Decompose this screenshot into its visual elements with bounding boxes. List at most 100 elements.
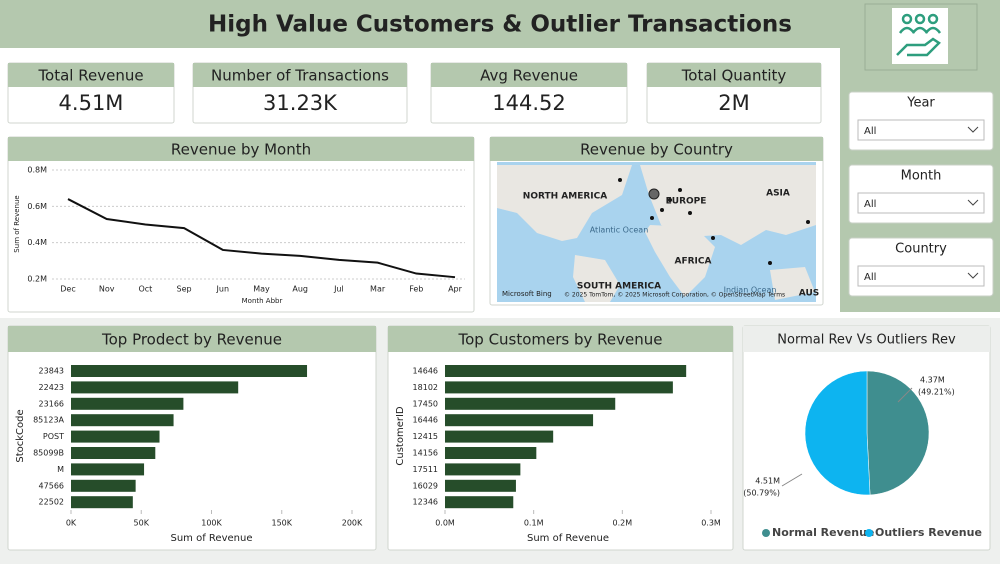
map-label: Indian Ocean [724, 286, 777, 295]
slicer-label: Year [906, 96, 935, 111]
x-tick-label: Apr [448, 285, 463, 294]
slicer-value: All [864, 199, 876, 210]
x-tick-label: Aug [292, 285, 308, 294]
x-tick-label: 0.3M [701, 519, 721, 528]
map-graphic [497, 162, 816, 302]
bar [71, 365, 308, 377]
x-tick-label: 0.1M [524, 519, 544, 528]
slicer-label: Month [901, 169, 942, 184]
y-tick-label: 0.6M [27, 202, 47, 211]
y-tick-label: 47566 [39, 481, 64, 490]
x-tick-label: 100K [201, 519, 222, 528]
y-tick-label: 22502 [39, 498, 64, 507]
leader-line [897, 387, 913, 403]
x-tick-label: Jun [216, 285, 230, 294]
map-label: EUROPE [666, 197, 707, 207]
slicer-dropdown[interactable] [857, 119, 985, 141]
kpi-value: 31.23K [263, 91, 338, 115]
card [7, 136, 475, 313]
y-tick-label: M [57, 465, 64, 474]
slicer-label: Country [895, 242, 947, 257]
bar [71, 463, 145, 476]
chevron [967, 199, 979, 206]
card-title: Total Quantity [681, 67, 787, 85]
y-tick-label: 17511 [413, 465, 438, 474]
bar [445, 397, 616, 410]
card-title: Number of Transactions [211, 67, 389, 85]
map-label: SOUTH AMERICA [577, 282, 661, 292]
y-tick-label: 14156 [413, 449, 438, 458]
card [387, 325, 734, 551]
slicer-dropdown[interactable] [857, 265, 985, 287]
y-tick-label: 16029 [413, 481, 438, 490]
x-tick-label: Mar [370, 285, 386, 294]
bar [445, 381, 673, 394]
y-axis-label: Sum of Revenue [13, 195, 21, 252]
card-title: Top Prodect by Revenue [101, 331, 282, 349]
pie-slice [866, 370, 930, 496]
card-title: Revenue by Month [171, 141, 311, 159]
x-axis-label: Sum of Revenue [527, 533, 609, 544]
percent-label: (49.21%) [918, 388, 955, 397]
slicer-value: All [864, 272, 876, 283]
chevron [967, 272, 979, 279]
bar [71, 447, 156, 459]
legend-swatch [865, 529, 873, 537]
logo-icon [896, 13, 942, 57]
x-tick-label: Oct [138, 285, 152, 294]
x-tick-label: Dec [60, 285, 75, 294]
map-label: AUS [799, 289, 819, 299]
kpi-value: 4.51M [59, 91, 124, 115]
card-title: Normal Rev Vs Outliers Rev [777, 333, 956, 348]
y-tick-label: 14646 [413, 367, 438, 376]
y-axis-label: CustomerID [395, 406, 406, 466]
bar [445, 463, 521, 476]
kpi-value: 2M [718, 91, 749, 115]
y-tick-label: 23166 [39, 399, 64, 408]
y-tick-label: 0.4M [27, 238, 47, 247]
y-axis-label: StockCode [15, 409, 26, 462]
x-axis-label: Month Abbr [242, 297, 283, 305]
data-label: 4.51M [755, 477, 780, 486]
map-label: ASIA [766, 189, 790, 199]
dashboard-title: High Value Customers & Outlier Transacti… [208, 12, 792, 38]
card-header [490, 137, 823, 161]
slicer-value: All [864, 126, 876, 137]
title-band [0, 0, 840, 48]
map-label: AFRICA [675, 257, 712, 267]
x-tick-label: 0.0M [435, 519, 455, 528]
map-brand: Microsoft Bing [502, 290, 552, 298]
bar [71, 430, 160, 443]
x-axis-label: Sum of Revenue [171, 533, 253, 544]
leader-line [781, 473, 803, 487]
card-header [647, 63, 821, 87]
card-header [388, 326, 733, 352]
data-label: 4.37M [920, 376, 945, 385]
card-title: Revenue by Country [580, 141, 733, 159]
bar [445, 365, 687, 377]
x-tick-label: Nov [99, 285, 115, 294]
bar [445, 447, 537, 459]
bar [71, 381, 239, 394]
y-tick-label: 12415 [413, 432, 438, 441]
kpi-value: 144.52 [492, 91, 565, 115]
map-attribution: © 2025 TomTom, © 2025 Microsoft Corporat… [564, 292, 785, 299]
card-header [8, 326, 376, 352]
bar [71, 397, 184, 410]
map-label: Atlantic Ocean [590, 226, 649, 235]
legend-label: Outliers Revenue [875, 526, 982, 539]
percent-label: (50.79%) [743, 489, 780, 498]
y-tick-label: 0.8M [27, 166, 47, 175]
card-title: Avg Revenue [480, 67, 578, 85]
x-tick-label: Feb [409, 285, 423, 294]
card-header [8, 63, 174, 87]
y-tick-label: 17450 [413, 399, 438, 408]
slicer-dropdown[interactable] [857, 192, 985, 214]
y-tick-label: 12346 [413, 498, 438, 507]
x-tick-label: 200K [342, 519, 363, 528]
y-tick-label: 85099B [33, 449, 64, 458]
card-header [431, 63, 627, 87]
chevron [967, 126, 979, 133]
pie-slice [804, 370, 871, 496]
